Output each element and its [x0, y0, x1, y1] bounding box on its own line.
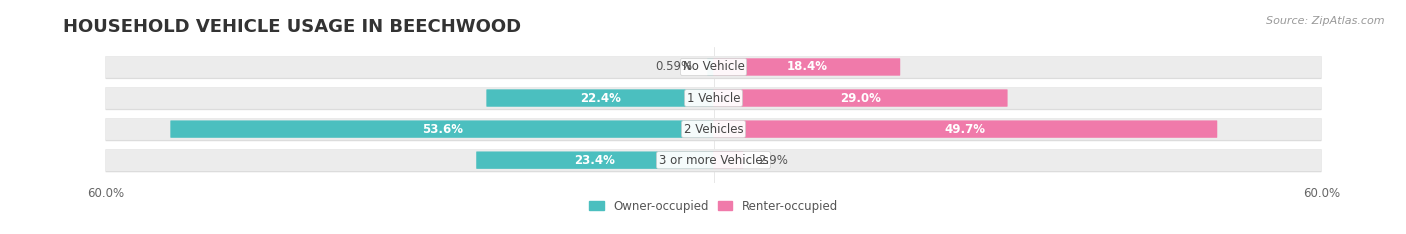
Text: 23.4%: 23.4% — [575, 154, 616, 167]
Text: 22.4%: 22.4% — [579, 91, 620, 105]
Text: No Vehicle: No Vehicle — [682, 60, 745, 73]
Legend: Owner-occupied, Renter-occupied: Owner-occupied, Renter-occupied — [585, 195, 842, 217]
Text: 0.59%: 0.59% — [655, 60, 692, 73]
FancyBboxPatch shape — [486, 89, 714, 107]
FancyBboxPatch shape — [105, 56, 1322, 78]
Text: 49.7%: 49.7% — [945, 123, 986, 135]
Text: 2 Vehicles: 2 Vehicles — [683, 123, 744, 135]
Text: 1 Vehicle: 1 Vehicle — [686, 91, 741, 105]
Text: HOUSEHOLD VEHICLE USAGE IN BEECHWOOD: HOUSEHOLD VEHICLE USAGE IN BEECHWOOD — [63, 18, 522, 36]
FancyBboxPatch shape — [105, 118, 1322, 140]
Text: 53.6%: 53.6% — [422, 123, 463, 135]
FancyBboxPatch shape — [105, 87, 1322, 109]
FancyBboxPatch shape — [477, 151, 714, 169]
FancyBboxPatch shape — [713, 58, 900, 76]
FancyBboxPatch shape — [713, 151, 744, 169]
FancyBboxPatch shape — [105, 149, 1322, 171]
FancyBboxPatch shape — [105, 118, 1322, 141]
FancyBboxPatch shape — [713, 89, 1008, 107]
Text: 29.0%: 29.0% — [839, 91, 880, 105]
Text: 2.9%: 2.9% — [758, 154, 787, 167]
FancyBboxPatch shape — [105, 56, 1322, 79]
FancyBboxPatch shape — [713, 121, 1218, 138]
FancyBboxPatch shape — [707, 58, 714, 76]
FancyBboxPatch shape — [105, 149, 1322, 172]
FancyBboxPatch shape — [170, 121, 714, 138]
FancyBboxPatch shape — [105, 87, 1322, 110]
Text: Source: ZipAtlas.com: Source: ZipAtlas.com — [1267, 16, 1385, 26]
Text: 18.4%: 18.4% — [786, 60, 827, 73]
Text: 3 or more Vehicles: 3 or more Vehicles — [658, 154, 769, 167]
